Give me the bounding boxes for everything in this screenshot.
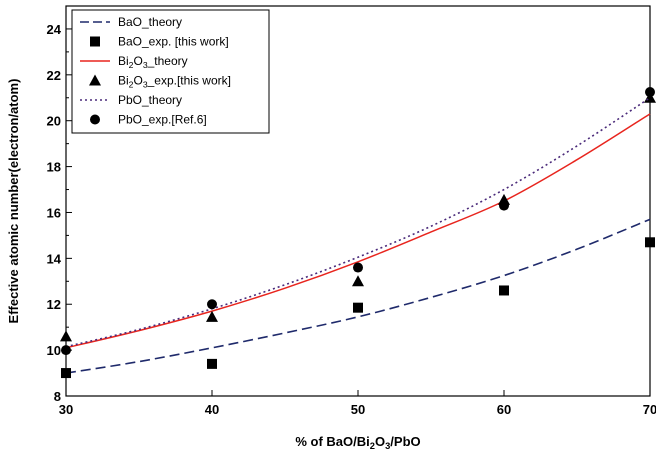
- legend-marker-swatch: [90, 36, 100, 47]
- y-tick-label: 24: [47, 22, 62, 37]
- legend-item: Bi2O3_theory: [80, 54, 188, 70]
- legend-label: BaO_exp. [this work]: [118, 35, 229, 49]
- legend-label: Bi2O3_theory: [118, 54, 188, 70]
- legend-item: BaO_theory: [80, 15, 182, 29]
- legend-label: BaO_theory: [118, 15, 182, 29]
- data-point: [353, 302, 363, 313]
- axis-ticks: 30 40 50 60 70 8 10 12 14 16 18 20 22 24: [47, 22, 656, 417]
- y-tick-label: 8: [54, 389, 61, 404]
- x-tick-label: 60: [497, 402, 511, 417]
- legend-label: PbO_theory: [118, 93, 182, 107]
- y-tick-label: 14: [47, 251, 62, 266]
- legend-marker-swatch: [90, 114, 100, 125]
- series-bao-exp-this-work: [61, 237, 655, 379]
- data-point: [499, 200, 509, 211]
- x-axis-title: % of BaO/Bi2O3/PbO: [295, 434, 420, 451]
- legend-item: PbO_theory: [80, 93, 182, 107]
- legend-box: [71, 9, 270, 134]
- legend-item: BaO_exp. [this work]: [90, 35, 229, 49]
- data-point: [352, 275, 364, 287]
- series-line: [65, 113, 651, 349]
- y-tick-label: 12: [47, 297, 61, 312]
- legend-item: Bi2O3_exp.[this work]: [89, 74, 231, 90]
- x-tick-label: 40: [205, 402, 219, 417]
- data-point: [61, 368, 71, 379]
- data-point: [60, 330, 72, 342]
- legend-item: PbO_exp.[Ref.6]: [90, 113, 207, 127]
- legend-label: PbO_exp.[Ref.6]: [118, 113, 207, 127]
- y-tick-label: 10: [47, 343, 61, 358]
- data-point: [207, 358, 217, 369]
- y-tick-label: 22: [47, 68, 61, 83]
- y-tick-label: 18: [47, 160, 61, 175]
- y-axis-title: Effective atomic number(electron/atom): [6, 79, 21, 324]
- plot-series: [60, 87, 656, 379]
- data-point: [499, 285, 509, 296]
- x-tick-label: 30: [59, 402, 73, 417]
- x-tick-label: 50: [351, 402, 365, 417]
- series-bi2o3-theory: [65, 113, 651, 349]
- legend-marker-swatch: [89, 74, 101, 86]
- x-tick-label: 70: [643, 402, 656, 417]
- series-pbo-theory: [65, 97, 651, 348]
- data-point: [61, 345, 71, 356]
- legend-label: Bi2O3_exp.[this work]: [118, 74, 231, 90]
- data-point: [645, 87, 655, 98]
- y-tick-label: 20: [47, 114, 61, 129]
- legend: BaO_theory BaO_exp. [this work] Bi2O3_theo…: [71, 9, 270, 134]
- data-point: [353, 262, 363, 273]
- series-line: [65, 218, 651, 374]
- data-point: [645, 237, 655, 248]
- y-tick-label: 16: [47, 205, 61, 220]
- series-pbo-exp-ref-6: [61, 87, 655, 356]
- series-line: [65, 97, 651, 348]
- data-point: [206, 310, 218, 322]
- series-bao-theory: [65, 218, 651, 374]
- data-point: [207, 299, 217, 310]
